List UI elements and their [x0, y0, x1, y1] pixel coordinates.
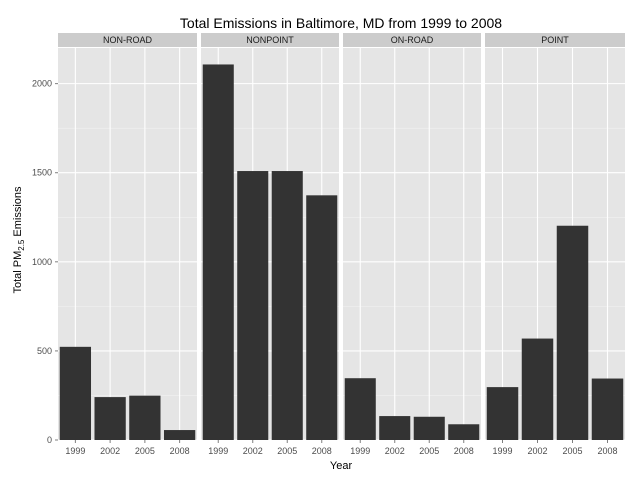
y-axis-title-prefix: Total PM	[12, 251, 24, 294]
facet-panel-non-road: NON-ROAD 1999 2002 2005 2008	[58, 33, 197, 456]
panel-background	[343, 48, 481, 440]
bar-point-2002	[521, 338, 554, 440]
bar-non-road-1999	[59, 346, 92, 440]
bar-on-road-2002	[379, 416, 411, 440]
bar-nonpoint-2002	[237, 171, 269, 440]
facet-strip	[485, 33, 625, 47]
x-tick-label: 2005	[135, 446, 155, 456]
x-tick-label: 2002	[100, 446, 120, 456]
bar-nonpoint-2008	[306, 195, 338, 440]
x-tick-label: 1999	[350, 446, 370, 456]
bar-point-1999	[486, 387, 519, 440]
y-tick-label: 500	[37, 346, 52, 356]
facet-strip-label: ON-ROAD	[391, 35, 434, 45]
x-tick-label: 1999	[208, 446, 228, 456]
bar-point-2005	[556, 225, 589, 440]
y-tick-label: 0	[47, 435, 52, 445]
x-tick-label: 2005	[277, 446, 297, 456]
facet-panel-on-road: ON-ROAD 1999 2002 2005 2008	[343, 33, 481, 456]
x-tick-label: 2008	[312, 446, 332, 456]
x-tick-label: 1999	[65, 446, 85, 456]
y-axis-title-suffix: Emissions	[12, 186, 24, 240]
bar-on-road-1999	[344, 378, 376, 440]
facet-strip	[343, 33, 481, 47]
bar-nonpoint-1999	[202, 64, 234, 441]
x-tick-label: 2002	[385, 446, 405, 456]
y-tick-label: 2000	[32, 79, 52, 89]
bar-nonpoint-2005	[271, 171, 303, 440]
y-axis: 0 500 1000 1500 2000	[32, 79, 58, 445]
y-axis-title: Total PM2.5 Emissions	[12, 186, 26, 294]
y-tick-label: 1000	[32, 257, 52, 267]
facet-strip-label: NON-ROAD	[103, 35, 152, 45]
facet-strip	[201, 33, 339, 47]
facet-panel-point: POINT 1999 2002 2005 2008	[485, 33, 625, 456]
facet-strip-label: POINT	[541, 35, 569, 45]
facet-strip	[58, 33, 197, 47]
facet-strip-label: NONPOINT	[246, 35, 294, 45]
x-tick-label: 2008	[454, 446, 474, 456]
y-axis-title-subscript: 2.5	[17, 239, 26, 251]
bar-non-road-2002	[94, 397, 126, 440]
x-tick-label: 2008	[170, 446, 190, 456]
chart-title: Total Emissions in Baltimore, MD from 19…	[180, 15, 502, 31]
bar-non-road-2005	[129, 395, 161, 440]
x-tick-label: 2005	[562, 446, 582, 456]
x-tick-label: 2002	[243, 446, 263, 456]
bar-non-road-2008	[163, 430, 196, 440]
facet-panels: NON-ROAD 1999 2002 2005 2008 NONPOINT 1999 2002…	[58, 33, 625, 456]
facet-panel-nonpoint: NONPOINT 1999 2002 2005 2008	[201, 33, 339, 456]
x-tick-label: 1999	[492, 446, 512, 456]
bar-on-road-2008	[448, 424, 480, 440]
bar-point-2008	[591, 378, 624, 440]
bar-on-road-2005	[413, 416, 445, 440]
y-tick-label: 1500	[32, 168, 52, 178]
x-axis-title: Year	[330, 460, 353, 472]
panel-background	[485, 48, 625, 440]
x-tick-label: 2008	[597, 446, 617, 456]
x-tick-label: 2005	[419, 446, 439, 456]
x-tick-label: 2002	[527, 446, 547, 456]
